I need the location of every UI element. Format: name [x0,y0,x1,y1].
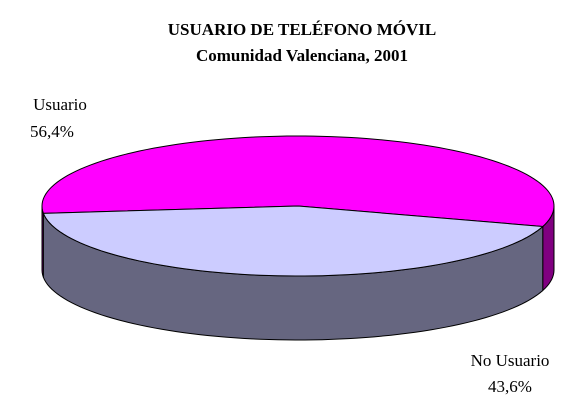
slice-label: No Usuario [471,351,550,370]
slice-label: Usuario [33,95,87,114]
pie-slice [42,205,545,277]
chart-title: USUARIO DE TELÉFONO MÓVIL [168,20,436,39]
chart-subtitle: Comunidad Valenciana, 2001 [196,46,408,65]
slice-value-label: 43,6% [488,377,532,396]
pie-slice [41,135,555,228]
slice-value-label: 56,4% [30,122,74,141]
